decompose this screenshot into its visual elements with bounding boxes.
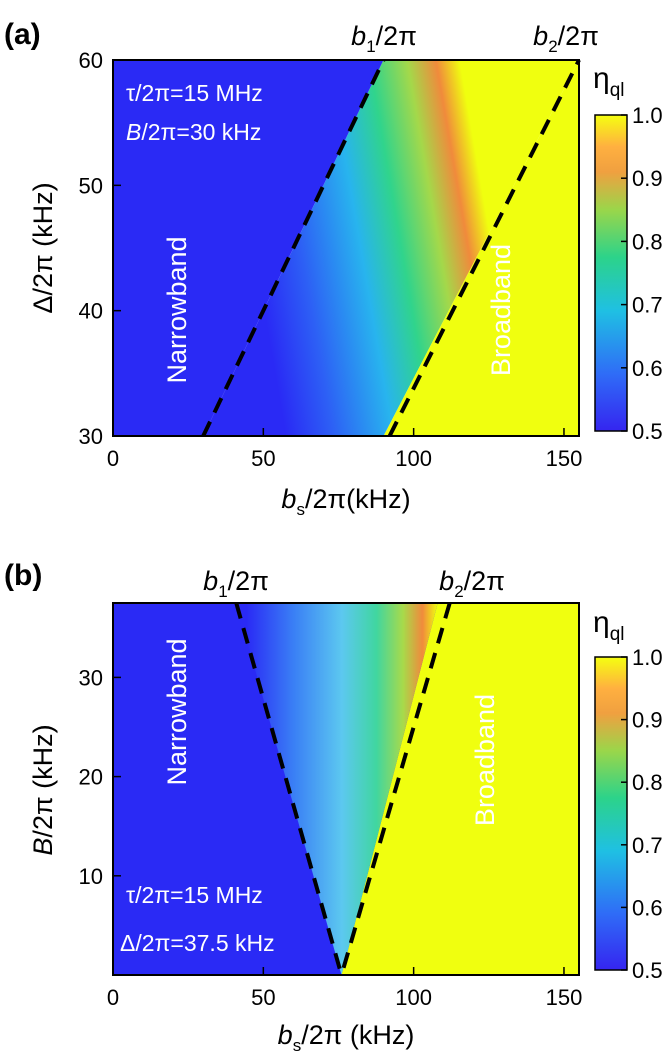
x-tick-label: 150 [546, 446, 583, 471]
colorbar-b-label: ηql [593, 606, 624, 645]
colorbar-tick-label: 0.5 [632, 958, 663, 983]
y-tick-label: 30 [79, 424, 103, 449]
boundary-b-b1-line [234, 602, 344, 976]
colorbar-tick-label: 0.7 [632, 833, 663, 858]
annotation-a-tau: τ/2π=15 MHz [126, 80, 263, 106]
colorbar-tick-label: 0.6 [632, 356, 663, 381]
y-axis-label-a: Δ/2π (kHz) [28, 182, 58, 313]
y-tick-label: 10 [79, 864, 103, 889]
y-tick-label: 30 [79, 665, 103, 690]
x-tick-label: 0 [107, 985, 119, 1010]
y-tick-label: 60 [79, 48, 103, 73]
boundary-label-b-b2: b2/2π [439, 566, 505, 601]
svg-text:B/2π (kHz): B/2π (kHz) [28, 724, 58, 855]
panel-b: (b) 0 50 100 150 10 20 30 bs/2π (kHz) B/2π (k… [4, 559, 663, 1055]
panel-a-label: (a) [4, 18, 41, 51]
heatmap-a-narrowband-fill [113, 60, 384, 436]
annotation-a-B: B/2π=30 kHz [126, 119, 261, 145]
region-a-broadband: Broadband [486, 244, 516, 376]
region-b-narrowband: Narrowband [162, 638, 192, 785]
boundary-a-b2-line [387, 59, 581, 437]
x-tick-label: 50 [251, 985, 275, 1010]
y-tick-label: 40 [79, 299, 103, 324]
x-axis-label-b: bs/2π (kHz) [278, 1020, 415, 1055]
boundary-a-b1-line [201, 59, 386, 437]
heatmap-a-transition-fill [203, 60, 579, 436]
y-ticks-a: 30 40 50 60 [79, 48, 121, 449]
panel-b-label: (b) [4, 559, 42, 592]
svg-text:bs/2π (kHz): bs/2π (kHz) [278, 1020, 415, 1055]
heatmap-b-broadband-fill [341, 603, 579, 975]
y-tick-label: 50 [79, 173, 103, 198]
region-b-broadband: Broadband [470, 694, 500, 826]
heatmap-b-transition-fill [236, 603, 438, 975]
plot-a-frame [112, 59, 580, 437]
annotation-b-tau: τ/2π=15 MHz [126, 882, 263, 908]
y-tick-label: 20 [79, 765, 103, 790]
svg-text:Δ/2π (kHz): Δ/2π (kHz) [28, 182, 58, 313]
y-axis-label-b: B/2π (kHz) [28, 724, 58, 855]
colorbar-tick-label: 0.9 [632, 166, 663, 191]
colorbar-tick-label: 0.6 [632, 895, 663, 920]
colorbar-b [594, 656, 628, 971]
panel-a: (a) 0 50 100 150 30 40 50 60 bs/2π(kHz) Δ/2π (… [4, 18, 663, 519]
colorbar-tick-label: 1.0 [632, 103, 663, 128]
x-tick-label: 100 [395, 446, 432, 471]
x-axis-label-a: bs/2π(kHz) [281, 484, 410, 519]
boundary-label-b-b1: b1/2π [203, 566, 269, 601]
x-tick-label: 0 [107, 446, 119, 471]
colorbar-tick-label: 0.8 [632, 229, 663, 254]
annotation-b-delta: Δ/2π=37.5 kHz [120, 930, 275, 956]
colorbar-tick-label: 0.9 [632, 708, 663, 733]
y-ticks-b: 10 20 30 [79, 665, 121, 889]
colorbar-a-label: ηql [593, 62, 624, 101]
colorbar-tick-label: 0.7 [632, 293, 663, 318]
colorbar-a-ticks: 0.5 0.6 0.7 0.8 0.9 1.0 [621, 103, 663, 444]
x-tick-label: 150 [546, 985, 583, 1010]
plot-b-frame [112, 602, 580, 976]
colorbar-b-ticks: 0.5 0.6 0.7 0.8 0.9 1.0 [621, 645, 663, 983]
colorbar-tick-label: 1.0 [632, 645, 663, 670]
svg-text:bs/2π(kHz): bs/2π(kHz) [281, 484, 410, 519]
x-ticks-b: 0 50 100 150 [107, 967, 582, 1010]
x-tick-label: 50 [251, 446, 275, 471]
boundary-label-a-b1: b1/2π [351, 21, 417, 56]
region-a-narrowband: Narrowband [162, 236, 192, 383]
colorbar-tick-label: 0.8 [632, 770, 663, 795]
boundary-label-a-b2: b2/2π [533, 21, 599, 56]
boundary-b-b2-line [339, 602, 452, 976]
x-ticks-a: 0 50 100 150 [107, 428, 582, 471]
colorbar-a [594, 114, 628, 432]
x-tick-label: 100 [395, 985, 432, 1010]
colorbar-tick-label: 0.5 [632, 419, 663, 444]
